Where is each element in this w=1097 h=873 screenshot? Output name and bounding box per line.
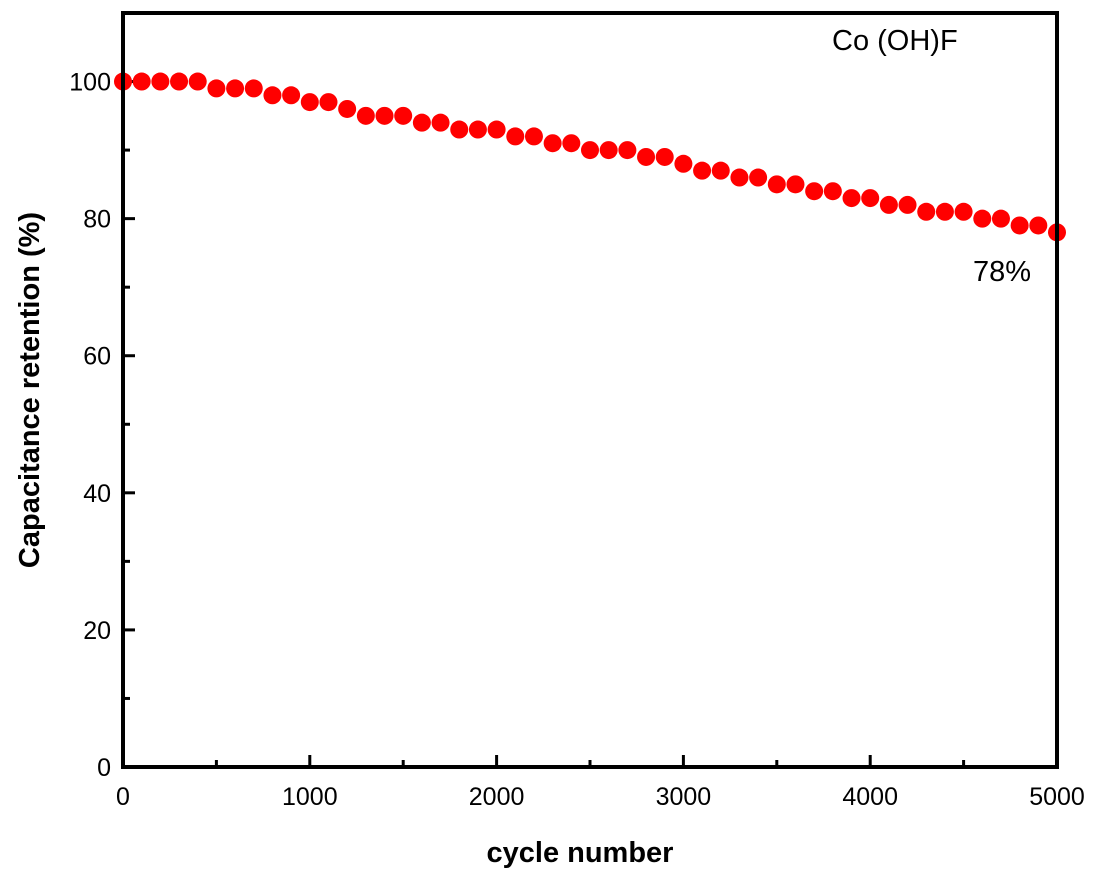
data-point xyxy=(861,189,880,208)
data-point xyxy=(767,175,786,194)
data-point xyxy=(786,175,805,194)
data-point xyxy=(1029,216,1048,235)
data-point xyxy=(226,79,245,98)
data-point xyxy=(693,161,712,180)
y-tick-label: 60 xyxy=(83,343,111,371)
data-point xyxy=(599,141,618,160)
data-point xyxy=(487,120,506,139)
data-point xyxy=(898,195,917,214)
data-point xyxy=(823,182,842,201)
data-point xyxy=(300,93,319,112)
data-point xyxy=(207,79,226,98)
data-point xyxy=(188,72,207,91)
y-tick-label: 100 xyxy=(69,69,111,97)
tick-marks xyxy=(121,80,1059,769)
data-point xyxy=(917,202,936,221)
data-point xyxy=(394,106,413,125)
x-axis-title: cycle number xyxy=(487,837,674,869)
plot-frame xyxy=(121,11,1059,769)
x-tick-label: 2000 xyxy=(469,783,525,811)
data-point xyxy=(543,134,562,153)
x-tick-label: 0 xyxy=(116,783,130,811)
data-points xyxy=(114,72,1066,242)
data-point xyxy=(991,209,1010,228)
data-point xyxy=(450,120,469,139)
data-point xyxy=(506,127,525,146)
data-point xyxy=(319,93,338,112)
data-point xyxy=(375,106,394,125)
data-point xyxy=(749,168,768,187)
x-tick-label: 5000 xyxy=(1029,783,1085,811)
data-point xyxy=(263,86,282,105)
data-point xyxy=(842,189,861,208)
data-point xyxy=(132,72,151,91)
data-point xyxy=(562,134,581,153)
y-tick-label: 80 xyxy=(83,206,111,234)
data-point xyxy=(431,113,450,132)
x-tick-label: 4000 xyxy=(842,783,898,811)
y-tick-label: 20 xyxy=(83,617,111,645)
data-point xyxy=(730,168,749,187)
data-point xyxy=(282,86,301,105)
data-point xyxy=(468,120,487,139)
data-point xyxy=(356,106,375,125)
y-axis-title: Capacitance retention (%) xyxy=(14,212,46,568)
data-point xyxy=(1010,216,1029,235)
data-point xyxy=(973,209,992,228)
data-point xyxy=(711,161,730,180)
data-point xyxy=(674,154,693,173)
data-point xyxy=(338,99,357,118)
y-tick-label: 0 xyxy=(97,754,111,782)
data-point xyxy=(935,202,954,221)
data-point xyxy=(581,141,599,160)
x-tick-label: 1000 xyxy=(282,783,338,811)
data-point xyxy=(879,195,898,214)
legend-label: Co (OH)F xyxy=(832,25,958,57)
x-tick-label: 3000 xyxy=(656,783,712,811)
data-point xyxy=(524,127,543,146)
data-point xyxy=(151,72,170,91)
y-tick-label: 40 xyxy=(83,480,111,508)
data-point xyxy=(244,79,263,98)
tick-labels: 0 1000 2000 3000 4000 5000 0 20 40 60 80 100 xyxy=(69,69,1085,811)
data-point xyxy=(655,147,674,166)
data-point xyxy=(618,141,637,160)
data-point xyxy=(637,147,656,166)
data-point xyxy=(412,113,431,132)
data-point xyxy=(805,182,824,201)
annotation-final-retention: 78% xyxy=(973,256,1031,288)
data-point xyxy=(170,72,189,91)
data-point xyxy=(954,202,973,221)
